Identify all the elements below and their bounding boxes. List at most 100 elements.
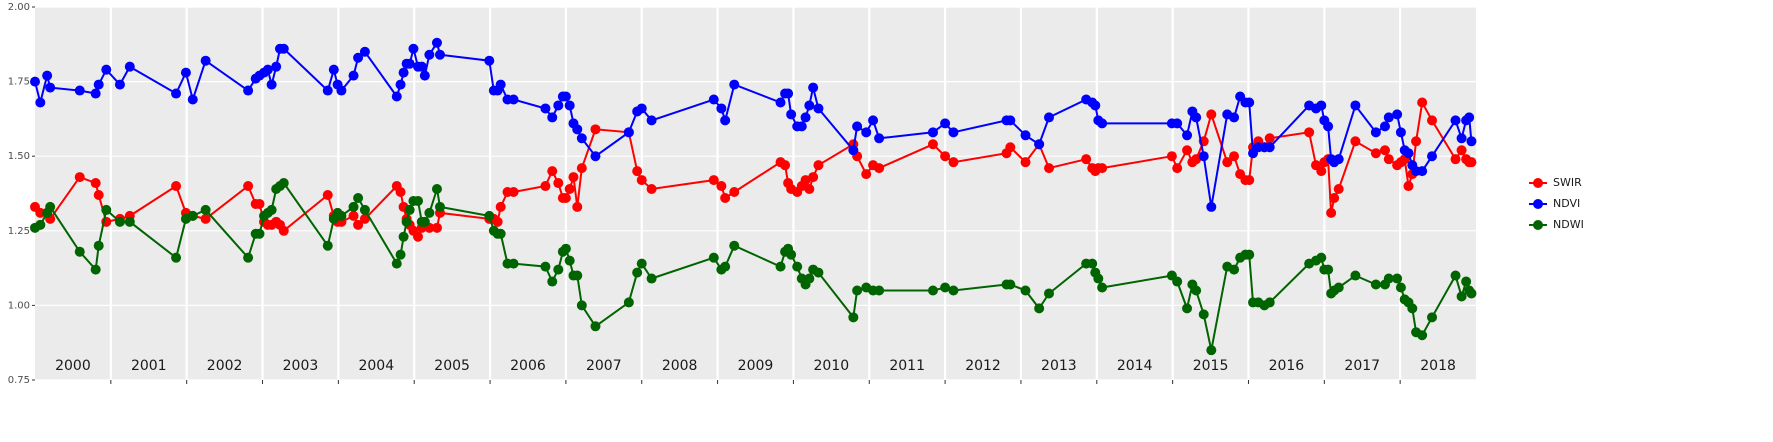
data-point xyxy=(553,100,564,111)
data-point xyxy=(1005,115,1016,126)
x-tick-label: 2013 xyxy=(1041,358,1077,374)
x-tick-label: 2015 xyxy=(1193,358,1229,374)
data-point xyxy=(1466,288,1477,299)
data-point xyxy=(413,231,424,242)
data-point xyxy=(359,204,370,215)
data-point xyxy=(30,76,40,87)
data-point xyxy=(720,261,731,272)
data-point xyxy=(1316,100,1327,111)
data-point xyxy=(874,163,885,174)
legend-marker xyxy=(1533,220,1543,230)
data-point xyxy=(796,121,807,132)
data-point xyxy=(948,285,959,296)
data-point xyxy=(1395,127,1406,138)
data-point xyxy=(1182,130,1193,141)
data-point xyxy=(424,49,435,60)
data-point xyxy=(395,187,406,198)
y-tick-label: 1.75 xyxy=(8,77,30,88)
data-point xyxy=(1020,130,1031,141)
x-tick-label: 2017 xyxy=(1344,358,1380,374)
data-point xyxy=(646,273,657,284)
data-point xyxy=(572,124,583,135)
data-point xyxy=(1264,142,1275,153)
data-point xyxy=(328,64,339,75)
data-point xyxy=(1350,136,1361,147)
data-point xyxy=(508,187,519,198)
data-point xyxy=(1044,112,1055,123)
data-point xyxy=(808,82,819,93)
data-point xyxy=(1198,151,1209,162)
data-point xyxy=(874,133,885,144)
data-point xyxy=(124,61,135,72)
data-point xyxy=(1456,145,1467,156)
data-point xyxy=(74,246,85,257)
data-point xyxy=(590,321,601,332)
data-point xyxy=(35,97,46,108)
data-point xyxy=(1417,166,1428,177)
data-point xyxy=(413,195,424,206)
data-point xyxy=(1081,154,1092,165)
data-point xyxy=(1172,118,1183,129)
data-point xyxy=(848,312,859,323)
data-point xyxy=(398,67,409,78)
data-point xyxy=(508,258,519,269)
data-point xyxy=(1229,151,1240,162)
data-point xyxy=(576,163,587,174)
data-point xyxy=(861,169,872,180)
data-point xyxy=(101,204,112,215)
data-point xyxy=(775,261,786,272)
data-point xyxy=(564,100,575,111)
data-point xyxy=(874,285,885,296)
data-point xyxy=(271,61,282,72)
x-tick-label: 2001 xyxy=(131,358,167,374)
data-point xyxy=(646,184,657,195)
x-tick-label: 2009 xyxy=(738,358,774,374)
data-point xyxy=(1198,309,1209,320)
x-tick-label: 2006 xyxy=(510,358,546,374)
data-point xyxy=(1417,330,1428,341)
data-point xyxy=(322,189,333,200)
data-point xyxy=(547,166,558,177)
data-point xyxy=(254,198,265,209)
data-point xyxy=(1172,163,1183,174)
data-point xyxy=(416,61,427,72)
data-point xyxy=(243,252,254,263)
data-point xyxy=(1172,276,1183,287)
data-point xyxy=(431,37,442,48)
data-point xyxy=(813,160,824,171)
data-point xyxy=(1093,273,1104,284)
data-point xyxy=(1427,115,1438,126)
data-point xyxy=(1182,303,1193,314)
data-point xyxy=(1034,303,1045,314)
data-point xyxy=(434,49,445,60)
data-point xyxy=(101,64,112,75)
data-point xyxy=(74,172,85,183)
data-point xyxy=(646,115,657,126)
data-point xyxy=(861,127,872,138)
data-point xyxy=(114,216,125,227)
data-point xyxy=(42,70,53,81)
x-tick-label: 2007 xyxy=(586,358,622,374)
data-point xyxy=(800,175,811,186)
data-point xyxy=(623,297,634,308)
data-point xyxy=(708,252,719,263)
data-point xyxy=(1206,201,1217,212)
data-point xyxy=(1097,118,1108,129)
data-point xyxy=(576,133,587,144)
data-point xyxy=(1403,181,1414,192)
data-point xyxy=(266,204,277,215)
data-point xyxy=(1097,163,1108,174)
data-point xyxy=(359,46,370,57)
data-point xyxy=(590,124,601,135)
data-point xyxy=(800,112,811,123)
data-point xyxy=(1395,282,1406,293)
data-point xyxy=(391,258,402,269)
data-point xyxy=(93,240,104,251)
data-point xyxy=(35,219,46,230)
data-point xyxy=(484,210,495,221)
data-point xyxy=(786,249,797,260)
data-point xyxy=(560,91,571,102)
data-point xyxy=(948,127,959,138)
data-point xyxy=(278,225,289,236)
data-point xyxy=(353,192,364,203)
